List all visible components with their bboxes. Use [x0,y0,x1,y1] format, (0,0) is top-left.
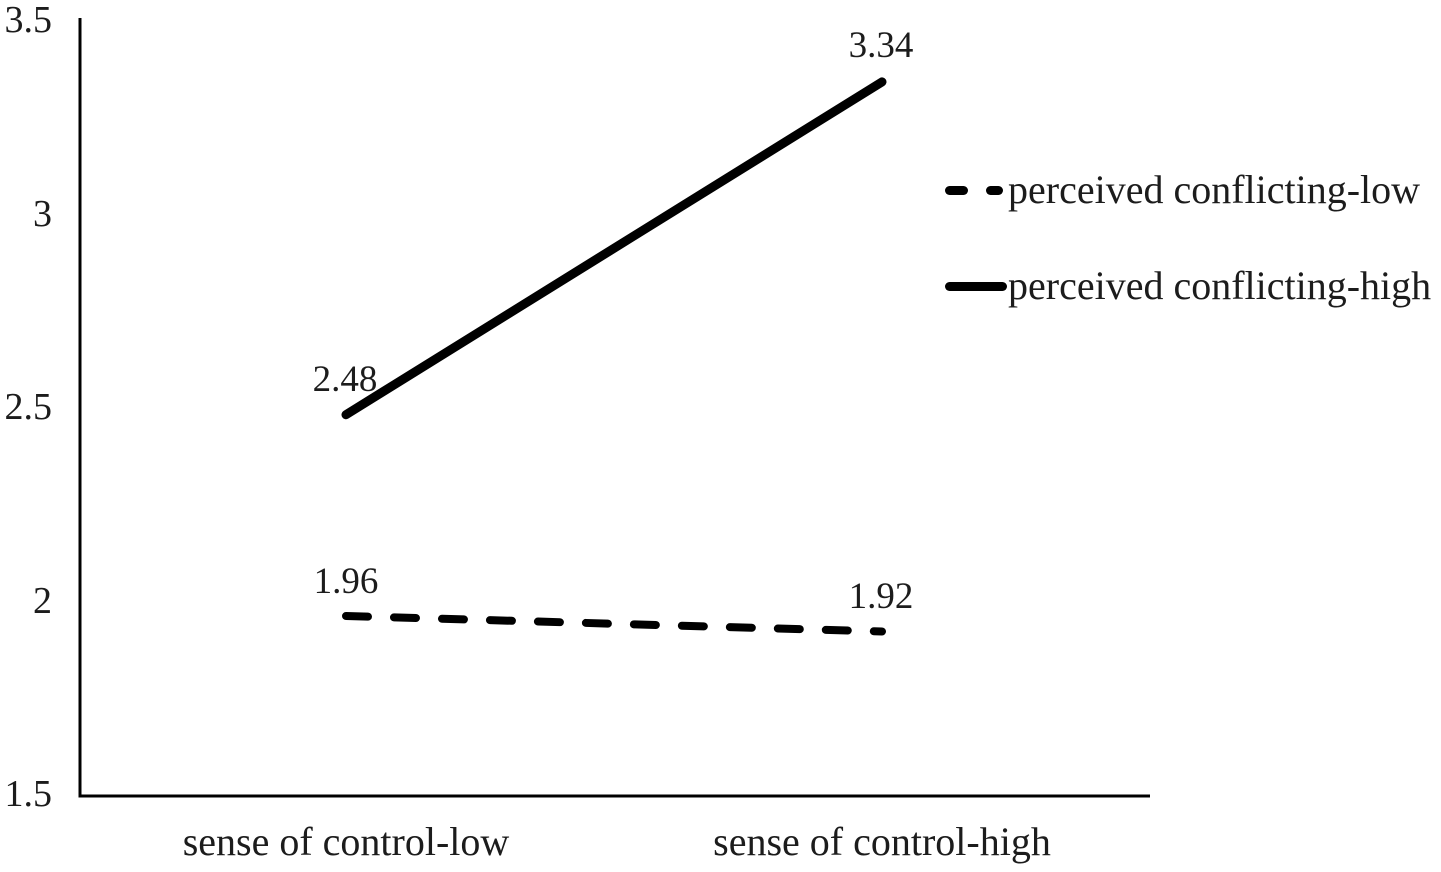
data-value-label: 1.92 [848,576,914,617]
legend-key-solid-line [945,281,1007,291]
y-tick-label: 2 [33,580,52,622]
data-value-label: 1.96 [313,561,379,602]
axis-lines [78,18,1150,798]
x-category-label: sense of control-high [713,819,1051,864]
legend-entry-conflicting-high: perceived conflicting-high [945,264,1431,308]
legend-label: perceived conflicting-high [1008,263,1432,308]
series-line-conflicting-high [341,77,887,420]
y-tick-label: 2.5 [4,386,53,428]
legend-label: perceived conflicting-low [1008,167,1421,212]
data-value-label: 3.34 [848,25,914,66]
y-tick-label: 3 [33,193,52,235]
y-tick-label: 1.5 [4,773,53,815]
legend-entry-conflicting-low: perceived conflicting-low [945,168,1420,212]
legend-key-dashed-line [945,185,1007,195]
x-category-label: sense of control-low [182,819,510,864]
series-line-conflicting-low [342,612,886,636]
data-value-label: 2.48 [312,359,378,400]
y-tick-label: 3.5 [4,0,53,41]
